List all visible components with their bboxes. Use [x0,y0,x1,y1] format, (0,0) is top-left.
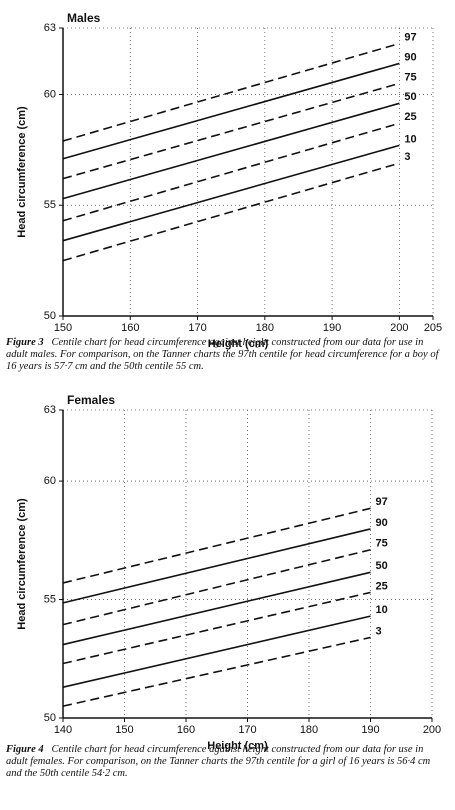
x-tick-label: 180 [256,322,274,334]
x-tick-label: 170 [238,724,256,736]
series-label: 10 [376,604,388,616]
x-tick-label: 150 [54,322,72,334]
y-tick-label: 50 [44,712,56,724]
y-tick-label: 60 [44,88,56,100]
centile-line [62,82,400,180]
centile-line [62,549,371,626]
y-axis-label: Head circumference (cm) [16,106,28,238]
x-tick-label: 200 [390,322,408,334]
centile-line [62,42,400,142]
x-tick-label: 150 [115,724,133,736]
series-label: 90 [376,517,388,529]
caption-label: Figure 4 [6,744,44,755]
x-tick-label: 200 [423,724,441,736]
series-label: 3 [376,625,382,637]
caption-text: Centile chart for head circumference aga… [6,744,431,779]
series-label: 75 [404,71,416,83]
y-tick-label: 55 [44,593,56,605]
centile-line [62,62,400,160]
y-tick-label: 50 [44,310,56,322]
centile-line [62,102,400,200]
series-label: 97 [404,31,416,43]
caption: Figure 3 Centile chart for head circumfe… [6,337,446,373]
series-label: 75 [376,538,388,550]
series-label: 3 [404,151,410,163]
centile-line [62,571,371,646]
chart-title: Females [67,393,115,407]
x-tick-label: 140 [54,724,72,736]
y-tick-label: 60 [44,475,56,487]
x-tick-label: 170 [188,322,206,334]
chart-title: Males [67,11,101,25]
x-axis-label: Height (cm) [208,338,269,350]
y-tick-label: 63 [44,22,56,34]
centile-line [62,528,371,604]
y-axis-label: Head circumference (cm) [16,498,28,630]
caption-label: Figure 3 [6,337,44,348]
centile-line [62,615,371,688]
series-label: 25 [376,580,388,592]
series-label: 10 [404,133,416,145]
centile-line [62,162,400,262]
series-label: 50 [404,91,416,103]
centile-line [62,591,371,665]
series-label: 90 [404,51,416,63]
centile-line [62,144,400,242]
x-tick-label: 190 [361,724,379,736]
centile-line [62,122,400,222]
x-tick-label: 180 [300,724,318,736]
centile-line [62,507,371,584]
series-label: 97 [376,496,388,508]
y-tick-label: 63 [44,404,56,416]
x-tick-label: 160 [177,724,195,736]
centile-line [62,636,371,707]
series-label: 25 [404,111,416,123]
caption-text: Centile chart for head circumference aga… [6,337,439,372]
x-axis-label: Height (cm) [207,740,268,752]
x-tick-label: 205 [424,322,442,334]
x-tick-label: 190 [323,322,341,334]
caption: Figure 4 Centile chart for head circumfe… [6,744,446,780]
x-tick-label: 160 [121,322,139,334]
y-tick-label: 55 [44,199,56,211]
series-label: 50 [376,560,388,572]
